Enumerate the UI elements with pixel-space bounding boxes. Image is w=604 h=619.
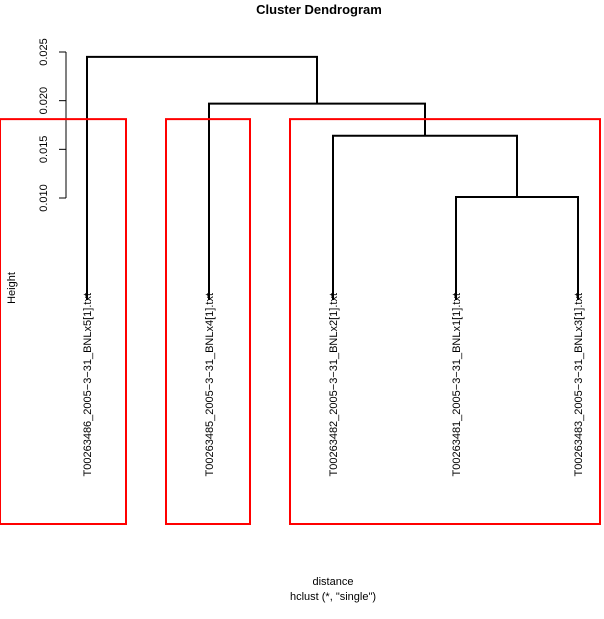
leaf-label: T00263486_2005−3−31_BNLx5[1].txt: [82, 293, 94, 476]
y-tick-label: 0.025: [38, 38, 50, 66]
subtitle: hclust (*, "single"): [290, 591, 376, 603]
leaf-label: T00263483_2005−3−31_BNLx3[1].txt: [573, 293, 585, 476]
y-tick-label: 0.010: [38, 184, 50, 212]
y-axis: 0.010 0.015 0.020 0.025: [38, 38, 67, 212]
cluster-cut-rectangles: [0, 118, 601, 525]
cluster-rect: [165, 118, 251, 525]
leaf-label: T00263485_2005−3−31_BNLx4[1].txt: [204, 293, 216, 476]
chart-title: Cluster Dendrogram: [256, 2, 382, 17]
y-tick-label: 0.015: [38, 136, 50, 164]
leaf-labels: T00263486_2005−3−31_BNLx5[1].txt T0026348…: [82, 293, 585, 476]
merge-link: [208, 102, 426, 300]
y-tick-label: 0.020: [38, 87, 50, 115]
cluster-rect: [289, 118, 601, 525]
leaf-label: T00263481_2005−3−31_BNLx1[1].txt: [451, 293, 463, 476]
merge-link: [86, 55, 318, 300]
merge-link: [332, 134, 518, 300]
cluster-rect: [0, 118, 127, 525]
dendrogram-tree: [86, 55, 579, 300]
leaf-label: T00263482_2005−3−31_BNLx2[1].txt: [328, 293, 340, 476]
x-axis-label: distance: [313, 576, 354, 588]
merge-link: [455, 196, 579, 300]
y-axis-label: Height: [6, 272, 18, 304]
